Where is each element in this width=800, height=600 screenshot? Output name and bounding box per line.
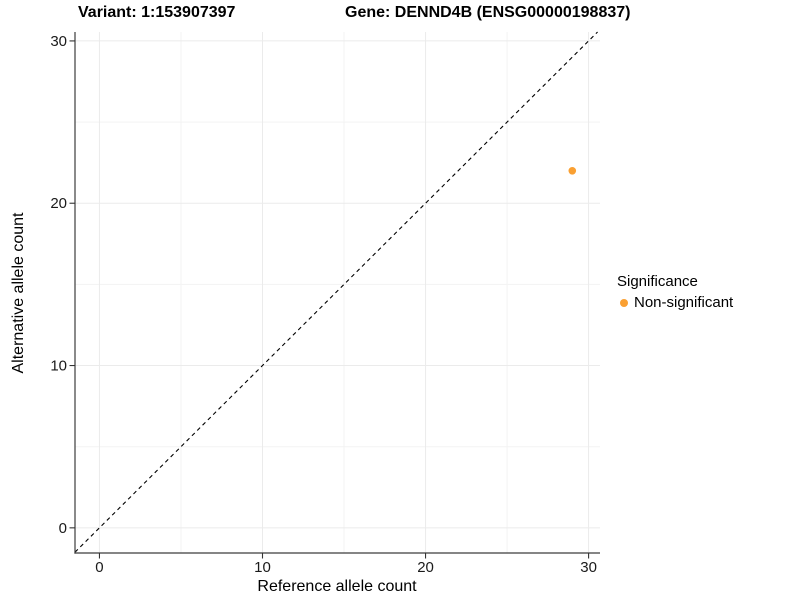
legend-entry-label: Non-significant [634, 294, 734, 311]
x-tick-label: 20 [417, 559, 434, 576]
y-tick-label: 20 [50, 195, 67, 212]
y-axis-title: Alternative allele count [10, 212, 27, 374]
legend-point-icon [620, 298, 628, 307]
x-axis-title: Reference allele count [257, 578, 417, 595]
data-point [568, 166, 577, 175]
legend: Significance Non-significant [617, 273, 733, 311]
identity-reference-line [74, 31, 598, 553]
x-tick-label: 30 [580, 559, 597, 576]
y-tick-label: 10 [50, 358, 67, 375]
legend-key [617, 296, 631, 310]
gene-title: Gene: DENND4B (ENSG00000198837) [345, 4, 631, 21]
x-tick-label: 10 [254, 559, 271, 576]
y-tick-label: 30 [50, 33, 67, 50]
legend-title: Significance [617, 273, 698, 290]
y-tick-label: 0 [59, 520, 67, 537]
x-tick-label: 0 [95, 559, 103, 576]
legend-entry: Non-significant [617, 294, 733, 311]
variant-title: Variant: 1:153907397 [78, 4, 236, 21]
